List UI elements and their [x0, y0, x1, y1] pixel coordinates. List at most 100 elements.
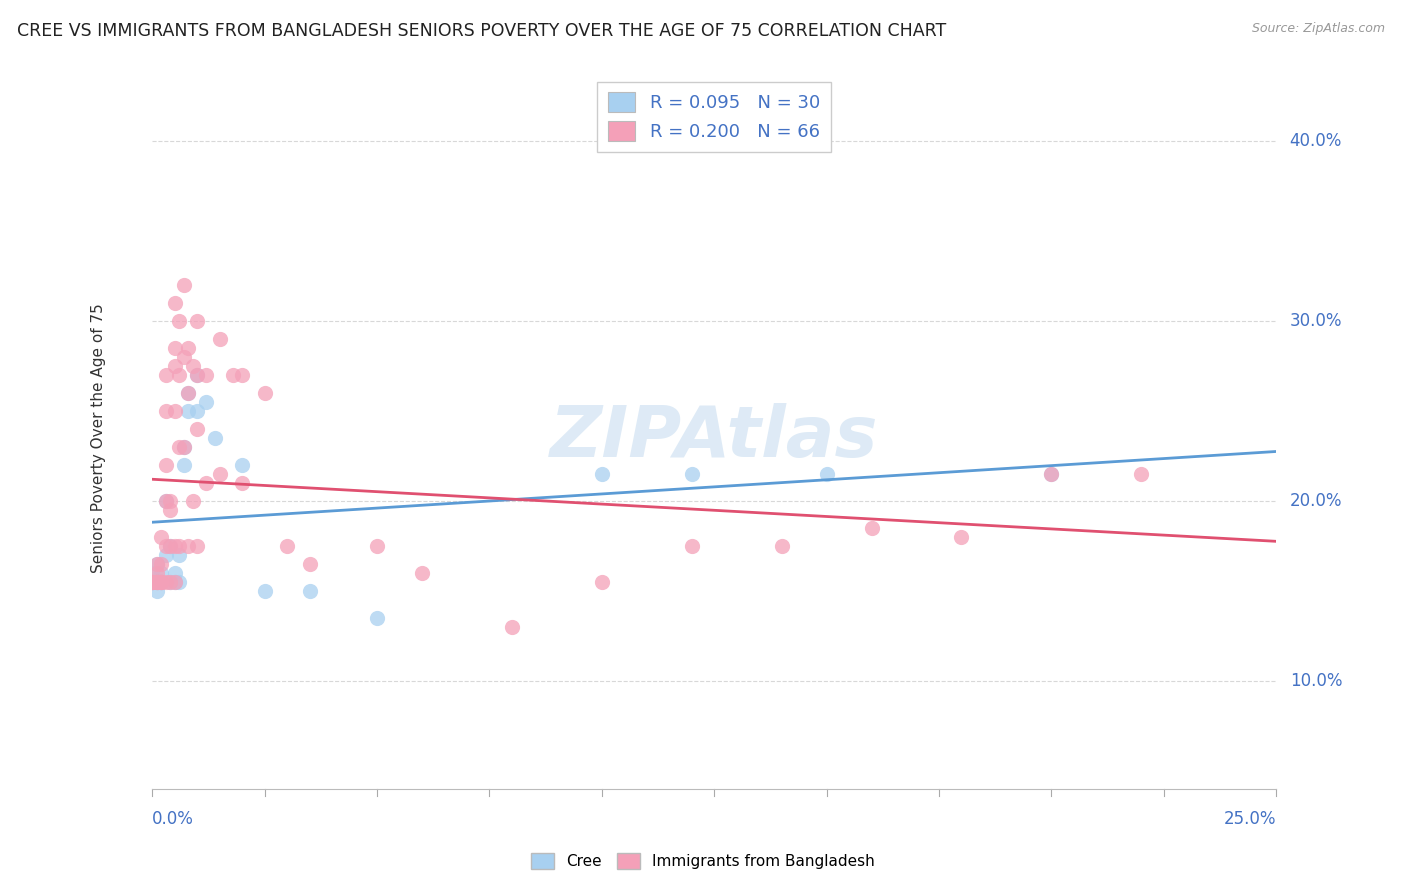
Point	[150, 530, 173, 544]
Text: 0.0%: 0.0%	[152, 811, 194, 829]
Point	[195, 394, 218, 409]
Point	[591, 467, 613, 481]
Point	[145, 566, 167, 580]
Point	[186, 422, 208, 436]
Point	[366, 539, 388, 553]
Point	[231, 368, 253, 382]
Point	[195, 475, 218, 490]
Point	[177, 385, 200, 400]
Point	[155, 403, 177, 417]
Point	[186, 368, 208, 382]
Point	[177, 341, 200, 355]
Point	[501, 620, 523, 634]
Point	[167, 539, 190, 553]
Point	[155, 493, 177, 508]
Point	[141, 574, 163, 589]
Point	[163, 359, 186, 373]
Text: 20.0%: 20.0%	[1289, 491, 1343, 509]
Point	[681, 467, 703, 481]
Point	[1130, 467, 1153, 481]
Text: ZIPAtlas: ZIPAtlas	[550, 403, 879, 472]
Point	[163, 403, 186, 417]
Text: 40.0%: 40.0%	[1289, 132, 1343, 150]
Point	[145, 583, 167, 598]
Text: Seniors Poverty Over the Age of 75: Seniors Poverty Over the Age of 75	[90, 302, 105, 573]
Point	[173, 458, 195, 472]
Point	[173, 440, 195, 454]
Point	[167, 368, 190, 382]
Point	[204, 431, 226, 445]
Point	[208, 467, 231, 481]
Point	[159, 574, 181, 589]
Text: 10.0%: 10.0%	[1289, 672, 1343, 690]
Point	[159, 493, 181, 508]
Point	[173, 350, 195, 364]
Point	[167, 574, 190, 589]
Point	[411, 566, 433, 580]
Point	[155, 368, 177, 382]
Point	[150, 574, 173, 589]
Point	[177, 403, 200, 417]
Legend: R = 0.095   N = 30, R = 0.200   N = 66: R = 0.095 N = 30, R = 0.200 N = 66	[598, 81, 831, 152]
Point	[1040, 467, 1063, 481]
Point	[145, 574, 167, 589]
Point	[150, 566, 173, 580]
Point	[163, 539, 186, 553]
Point	[141, 574, 163, 589]
Point	[167, 548, 190, 562]
Point	[155, 574, 177, 589]
Text: 25.0%: 25.0%	[1223, 811, 1277, 829]
Legend: Cree, Immigrants from Bangladesh: Cree, Immigrants from Bangladesh	[524, 847, 882, 875]
Point	[159, 574, 181, 589]
Point	[150, 574, 173, 589]
Point	[253, 385, 276, 400]
Point	[150, 574, 173, 589]
Point	[298, 557, 321, 571]
Point	[1040, 467, 1063, 481]
Point	[141, 566, 163, 580]
Point	[163, 295, 186, 310]
Point	[141, 574, 163, 589]
Point	[145, 574, 167, 589]
Point	[141, 574, 163, 589]
Point	[181, 493, 204, 508]
Point	[186, 539, 208, 553]
Text: CREE VS IMMIGRANTS FROM BANGLADESH SENIORS POVERTY OVER THE AGE OF 75 CORRELATIO: CREE VS IMMIGRANTS FROM BANGLADESH SENIO…	[17, 22, 946, 40]
Point	[177, 385, 200, 400]
Point	[163, 574, 186, 589]
Point	[155, 548, 177, 562]
Point	[950, 530, 973, 544]
Text: 30.0%: 30.0%	[1289, 311, 1343, 330]
Point	[159, 502, 181, 516]
Point	[177, 539, 200, 553]
Point	[159, 539, 181, 553]
Text: Source: ZipAtlas.com: Source: ZipAtlas.com	[1251, 22, 1385, 36]
Point	[860, 521, 883, 535]
Point	[208, 332, 231, 346]
Point	[155, 458, 177, 472]
Point	[145, 557, 167, 571]
Point	[145, 557, 167, 571]
Point	[186, 368, 208, 382]
Point	[770, 539, 793, 553]
Point	[141, 574, 163, 589]
Point	[155, 493, 177, 508]
Point	[195, 368, 218, 382]
Point	[186, 314, 208, 328]
Point	[150, 557, 173, 571]
Point	[167, 314, 190, 328]
Point	[815, 467, 838, 481]
Point	[298, 583, 321, 598]
Point	[276, 539, 298, 553]
Point	[145, 574, 167, 589]
Point	[181, 359, 204, 373]
Point	[163, 566, 186, 580]
Point	[681, 539, 703, 553]
Point	[231, 475, 253, 490]
Point	[155, 539, 177, 553]
Point	[222, 368, 245, 382]
Point	[159, 539, 181, 553]
Point	[150, 574, 173, 589]
Point	[163, 341, 186, 355]
Point	[163, 574, 186, 589]
